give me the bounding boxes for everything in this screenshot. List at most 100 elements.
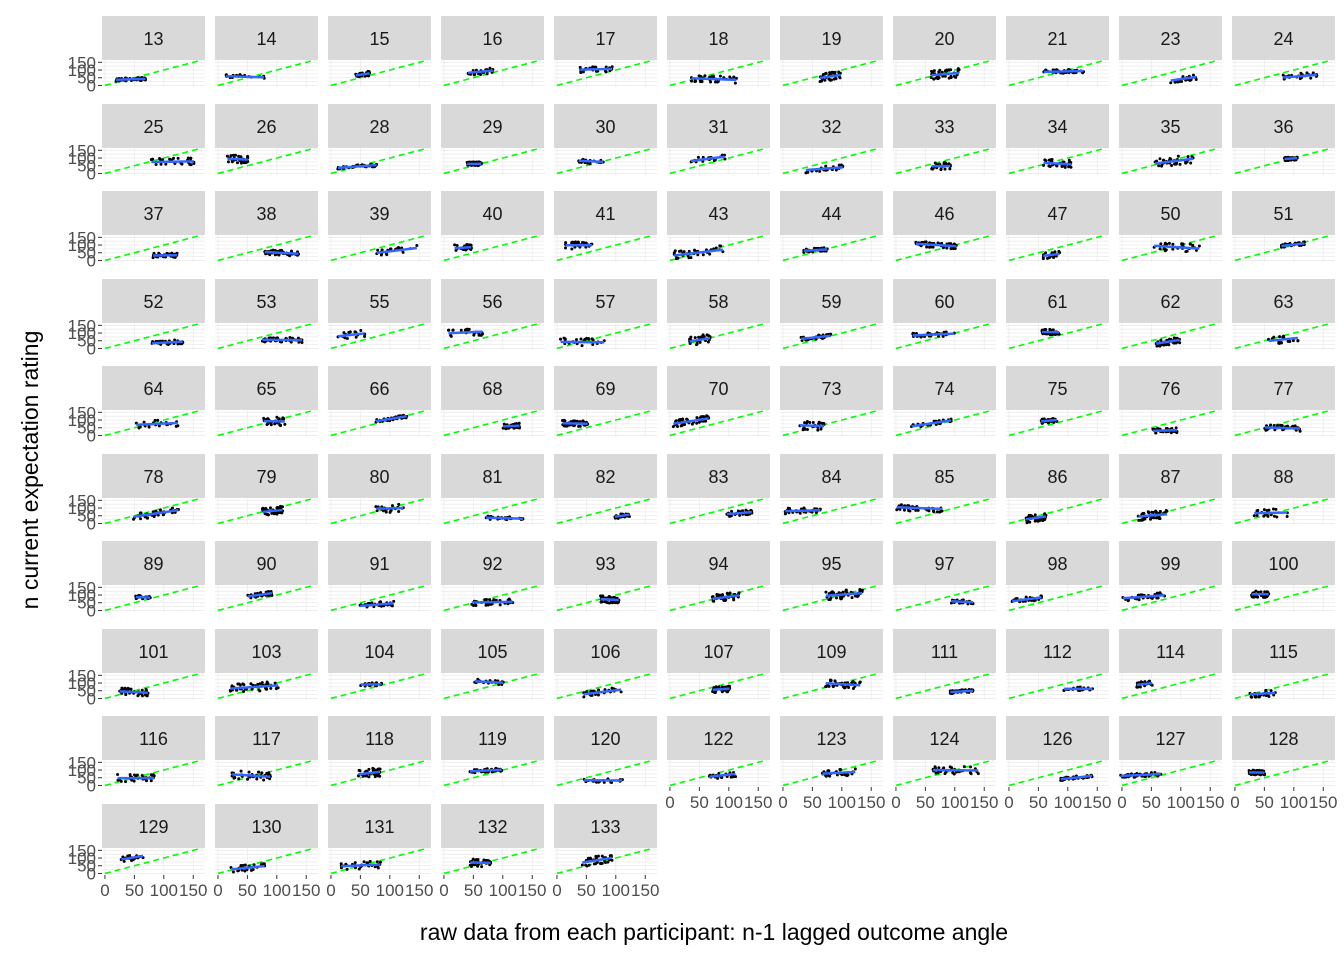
data-point [1157, 516, 1161, 520]
facet-label: 112 [1043, 642, 1072, 662]
facet-panel-100: 100 [1232, 541, 1335, 612]
identity-line [217, 410, 316, 437]
data-point [860, 588, 864, 592]
data-point [140, 694, 144, 698]
facet-label: 118 [365, 729, 394, 749]
data-point [803, 421, 807, 425]
data-point [1311, 71, 1315, 75]
data-point [297, 340, 301, 344]
data-point [603, 600, 607, 604]
data-point [597, 688, 601, 692]
facet-panel-118: 118 [328, 716, 431, 787]
data-point [157, 424, 161, 428]
facet-strip [667, 191, 770, 235]
data-point [158, 508, 162, 512]
data-point [397, 502, 401, 506]
identity-line [1234, 498, 1333, 525]
identity-line [895, 673, 994, 700]
data-point [573, 419, 577, 423]
data-point [693, 336, 697, 340]
data-point [613, 601, 617, 605]
facet-label: 86 [1047, 467, 1067, 487]
data-point [189, 156, 193, 160]
facet-label: 117 [252, 729, 281, 749]
data-point [1171, 247, 1175, 251]
identity-line [669, 410, 768, 437]
data-point [1159, 242, 1163, 246]
facet-panel-19: 19 [780, 16, 883, 87]
identity-line [330, 673, 429, 700]
fit-line [151, 160, 194, 164]
data-point [824, 164, 828, 168]
data-point [839, 597, 843, 601]
data-point [342, 331, 346, 335]
data-point [1156, 596, 1160, 600]
facet-strip [780, 191, 883, 235]
data-point [1041, 519, 1045, 523]
fit-line [1249, 691, 1276, 696]
identity-line [217, 235, 316, 262]
facet-label: 93 [595, 554, 615, 574]
data-point [788, 506, 792, 510]
data-point [1269, 423, 1273, 427]
data-point [268, 777, 272, 781]
data-point [559, 337, 563, 341]
fit-line [690, 155, 726, 163]
facet-panel-28: 28 [328, 104, 431, 175]
data-point [1142, 511, 1146, 515]
data-point [145, 516, 149, 520]
facet-panel-76: 76 [1119, 366, 1222, 437]
facet-panel-107: 107 [667, 629, 770, 700]
data-point [716, 79, 720, 83]
data-point [728, 75, 732, 79]
data-point [481, 332, 485, 336]
data-point [273, 248, 277, 252]
fit-line [337, 332, 365, 338]
facet-panel-99: 99 [1119, 541, 1222, 612]
data-point [718, 593, 722, 597]
data-point [738, 513, 742, 517]
facet-panel-82: 82 [554, 454, 657, 525]
fit-line [1268, 336, 1299, 343]
data-point [930, 167, 934, 171]
facet-panel-64: 64 [102, 366, 205, 437]
data-point [1257, 695, 1261, 699]
facet-strip [102, 104, 205, 148]
data-point [280, 248, 284, 252]
fit-line [915, 242, 957, 248]
data-point [1168, 157, 1172, 161]
data-point [226, 160, 230, 164]
facet-panel-84: 84 [780, 454, 883, 525]
data-point [679, 249, 683, 253]
facet-panel-86: 86 [1006, 454, 1109, 525]
data-point [713, 690, 717, 694]
data-point [707, 334, 711, 338]
fit-line [691, 76, 737, 82]
facet-panel-78: 78 [102, 454, 205, 525]
facet-panel-101: 101 [102, 629, 205, 700]
data-point [180, 162, 184, 166]
facet-label: 58 [708, 292, 728, 312]
fit-line [1026, 515, 1047, 521]
data-point [838, 76, 842, 80]
facet-label: 90 [256, 554, 276, 574]
data-point [1275, 515, 1279, 519]
facet-panel-95: 95 [780, 541, 883, 612]
data-point [1155, 344, 1159, 348]
facet-panel-74: 74 [893, 366, 996, 437]
data-point [687, 249, 691, 253]
data-point [343, 336, 347, 340]
data-point [600, 600, 604, 604]
data-point [154, 162, 158, 166]
facet-label: 46 [934, 204, 954, 224]
identity-line [782, 673, 881, 700]
data-point [740, 509, 744, 513]
data-point [367, 74, 371, 78]
data-point [701, 253, 705, 257]
fit-line [454, 245, 472, 250]
fit-line [116, 77, 146, 81]
fit-line [709, 772, 736, 779]
facet-panel-85: 85 [893, 454, 996, 525]
data-point [145, 779, 149, 783]
data-point [1188, 242, 1192, 246]
